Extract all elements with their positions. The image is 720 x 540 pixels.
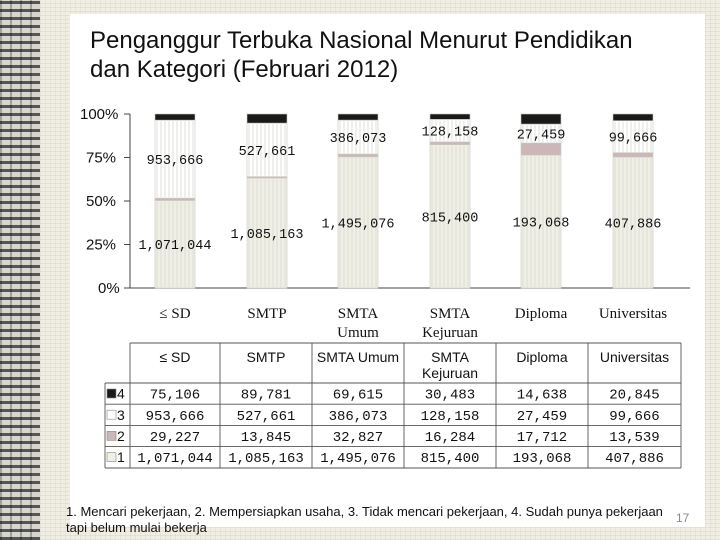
table-value-cell: 14,638 xyxy=(517,388,567,404)
bar-segment-series-4 xyxy=(520,113,562,125)
table-value-cell: 20,845 xyxy=(609,388,659,404)
table-header-cell: Kejuruan xyxy=(422,365,478,381)
table-value-cell: 527,661 xyxy=(237,409,296,425)
bar-segment-series-4 xyxy=(246,113,288,124)
table-value-cell: 13,845 xyxy=(241,430,291,446)
x-category-label: SMTA xyxy=(430,306,471,322)
legend-label-series-1: 1 xyxy=(117,449,125,465)
bar-data-label: 1,071,044 xyxy=(139,239,212,254)
bar-segment-series-4 xyxy=(429,113,471,120)
table-value-cell: 17,712 xyxy=(517,430,567,446)
bar-segment-series-1 xyxy=(429,144,471,289)
legend-swatch-series-3 xyxy=(106,409,117,420)
table-header-cell: SMTA Umum xyxy=(317,349,399,365)
table-value-cell: 27,459 xyxy=(517,409,567,425)
table-value-cell: 1,071,044 xyxy=(137,451,213,467)
bar-segment-series-1 xyxy=(337,156,379,289)
bar-segment-series-2 xyxy=(337,153,379,158)
table-value-cell: 16,284 xyxy=(425,430,475,446)
y-tick-label: 75% xyxy=(86,150,116,167)
table-value-cell: 30,483 xyxy=(425,388,475,404)
bar-data-label: 815,400 xyxy=(422,211,479,226)
table-header-cell: Universitas xyxy=(600,349,669,365)
x-category-label: SMTP xyxy=(247,306,286,322)
bar-segment-series-2 xyxy=(154,197,196,201)
legend-swatch-series-2 xyxy=(106,431,117,441)
bar-segment-series-4 xyxy=(612,113,654,121)
bar-data-label: 407,886 xyxy=(605,218,662,233)
legend-label-series-2: 2 xyxy=(117,428,125,444)
page-number: 17 xyxy=(676,511,690,525)
table-value-cell: 193,068 xyxy=(513,451,572,467)
x-category-label: Umum xyxy=(337,325,379,341)
table-value-cell: 29,227 xyxy=(150,430,200,446)
bar-data-label: 527,661 xyxy=(239,145,296,160)
table-value-cell: 1,085,163 xyxy=(228,451,304,467)
bar-data-label: 386,073 xyxy=(330,132,387,147)
legend-swatch-series-1 xyxy=(106,452,117,462)
legend-label-series-3: 3 xyxy=(117,407,125,423)
table-value-cell: 1,495,076 xyxy=(320,451,396,467)
x-category-label: Universitas xyxy=(599,306,667,322)
bar-data-label: 27,459 xyxy=(517,129,566,144)
bar-segment-series-1 xyxy=(612,156,654,289)
bar-data-label: 99,666 xyxy=(609,132,658,147)
x-category-label: Diploma xyxy=(515,306,568,322)
table-value-cell: 128,158 xyxy=(421,409,480,425)
bar-segment-series-4 xyxy=(154,113,196,121)
y-tick-label: 0% xyxy=(98,280,120,297)
bar-data-label: 128,158 xyxy=(422,126,479,141)
bar-data-label: 1,085,163 xyxy=(231,228,304,243)
bar-segment-series-3 xyxy=(154,119,196,199)
table-header-cell: SMTA xyxy=(431,349,470,365)
notebook-binding xyxy=(0,0,40,540)
chart-title: Penganggur Terbuka Nasional Menurut Pend… xyxy=(90,27,633,83)
table-value-cell: 32,827 xyxy=(333,430,383,446)
bar-segment-series-3 xyxy=(246,122,288,177)
table-value-cell: 815,400 xyxy=(421,451,480,467)
table-value-cell: 953,666 xyxy=(146,409,205,425)
legend-swatch-series-4 xyxy=(106,388,117,399)
y-tick-label: 25% xyxy=(86,237,116,254)
table-header-cell: SMTP xyxy=(247,349,286,365)
legend-label-series-4: 4 xyxy=(117,386,125,402)
table-header-cell: ≤ SD xyxy=(159,349,190,365)
table-value-cell: 75,106 xyxy=(150,388,200,404)
x-category-label: ≤ SD xyxy=(159,306,190,322)
table-header-cell: Diploma xyxy=(516,349,568,365)
bar-segment-series-3 xyxy=(612,120,654,153)
bar-segment-series-1 xyxy=(520,154,562,289)
bar-data-label: 953,666 xyxy=(147,154,204,169)
footnote: 1. Mencari pekerjaan, 2. Mempersiapkan u… xyxy=(66,504,663,535)
table-value-cell: 386,073 xyxy=(329,409,388,425)
bar-data-label: 1,495,076 xyxy=(322,217,395,232)
table-value-cell: 89,781 xyxy=(241,388,291,404)
bar-segment-series-1 xyxy=(246,177,288,289)
table-value-cell: 407,886 xyxy=(605,451,664,467)
table-value-cell: 99,666 xyxy=(609,409,659,425)
bar-segment-series-2 xyxy=(520,142,562,156)
table-value-cell: 13,539 xyxy=(609,430,659,446)
x-category-label: Kejuruan xyxy=(422,325,478,341)
bar-segment-series-2 xyxy=(429,141,471,146)
bar-segment-series-2 xyxy=(612,152,654,158)
bar-data-label: 193,068 xyxy=(513,217,570,232)
bar-segment-series-4 xyxy=(337,113,379,121)
x-category-label: SMTA xyxy=(338,306,379,322)
table-value-cell: 69,615 xyxy=(333,388,383,404)
y-tick-label: 50% xyxy=(86,193,116,210)
y-tick-label: 100% xyxy=(80,106,118,123)
